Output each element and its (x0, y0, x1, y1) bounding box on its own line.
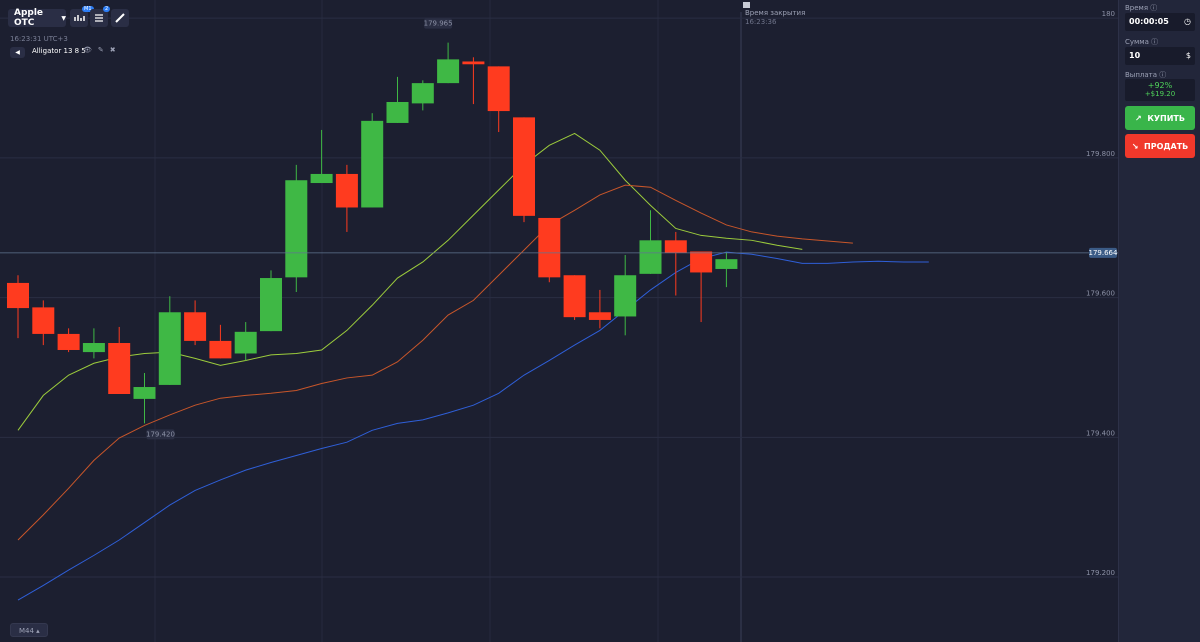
text: 10 (1129, 51, 1141, 60)
asset-name: Apple OTC (14, 8, 44, 28)
candle-body (614, 275, 637, 317)
y-tick-label: 179.400 (1086, 429, 1115, 437)
alligator-line (17, 251, 929, 601)
candle-body (133, 387, 156, 399)
current-price-label-bg (1089, 247, 1117, 258)
candle-body (538, 217, 561, 278)
trade-panel: Время ⓘ 00:00:05 ◷ Сумма ⓘ 10 $ Выплата ⓘ … (1118, 0, 1200, 642)
text: КУПИТЬ (1147, 113, 1185, 123)
amount-input[interactable]: 10 $ (1125, 47, 1195, 65)
candle-body (664, 240, 687, 253)
text: Выплата (1125, 71, 1158, 79)
candle-body (32, 307, 55, 334)
chart-type-button[interactable] (70, 9, 88, 27)
payout-amount: +$19.20 (1144, 90, 1176, 98)
y-tick-label: 179.800 (1086, 150, 1115, 158)
candle-body (715, 259, 738, 269)
icon (115, 13, 125, 23)
candle-body (285, 180, 308, 278)
text: Время (1125, 4, 1149, 12)
candle-body (57, 333, 80, 350)
expiry-time: 16:23:36 (745, 18, 777, 26)
max-label: 179.965 (424, 20, 453, 28)
indicator-name: Alligator 13 8 5 (32, 47, 86, 55)
candle-body (108, 343, 131, 395)
y-tick-label: 180 (1102, 10, 1115, 18)
icon (95, 14, 103, 22)
expiry-flag (743, 2, 750, 8)
candle-body (487, 66, 510, 112)
candle-body (234, 331, 257, 354)
timeframe: M44 (19, 627, 34, 635)
current-price-label: 179.664 (1089, 249, 1118, 257)
buy-button[interactable]: ↗ КУПИТЬ (1125, 106, 1195, 130)
text: ПРОДАТЬ (1144, 141, 1189, 151)
clock-icon: ◷ (1184, 17, 1191, 26)
y-tick-label: 179.200 (1086, 569, 1115, 577)
candle-body (462, 61, 485, 65)
currency-icon: $ (1185, 51, 1191, 60)
candle-body (7, 282, 29, 309)
candle-body (260, 278, 282, 332)
candle-body (209, 340, 232, 359)
candle-body (184, 312, 207, 341)
asset-selector[interactable]: Apple OTC ▼ (8, 8, 66, 28)
candle-body (563, 275, 586, 318)
candle-body (335, 173, 358, 208)
time-input[interactable]: 00:00:05 ◷ (1125, 13, 1195, 31)
text: 00:00:05 (1129, 17, 1169, 26)
candle-body (82, 343, 105, 353)
candle-body (310, 173, 333, 184)
indicators-button[interactable] (90, 9, 108, 27)
candle-body (361, 120, 384, 208)
payout-percent: +92% (1147, 81, 1173, 90)
draw-button[interactable] (111, 9, 129, 27)
candle-body (639, 240, 662, 274)
text: Сумма (1125, 38, 1149, 46)
alligator-line (17, 132, 803, 431)
candle-body (386, 101, 409, 123)
payout-label: Выплата ⓘ (1125, 71, 1167, 79)
candle-body (690, 251, 713, 273)
max-label-bg (424, 18, 453, 29)
indicator-tools[interactable]: 👁✎✖ (83, 46, 122, 54)
y-tick-label: 179.600 (1086, 290, 1115, 298)
time-label: Время ⓘ (1125, 4, 1158, 12)
badge: 2 (103, 6, 111, 12)
amount-label: Сумма ⓘ (1125, 38, 1159, 46)
candle-body (411, 83, 434, 104)
badge: M1 (82, 6, 94, 12)
alligator-line (17, 184, 853, 541)
expiry-label: Время закрытия (745, 9, 805, 17)
timeframe-button[interactable]: M44 ▴ (10, 623, 48, 637)
payout-box: +92% +$19.20 (1125, 79, 1195, 101)
sell-button[interactable]: ↘ ПРОДАТЬ (1125, 134, 1195, 158)
server-time: 16:23:31 UTC+3 (10, 35, 68, 43)
candle-body (513, 117, 535, 216)
chart: Время закрытия 16:23:36 180 179.800 179.60… (0, 0, 1118, 642)
candle-body (437, 59, 460, 84)
collapse-button[interactable]: ◀ (10, 47, 25, 58)
candle-body (588, 312, 611, 320)
min-label-bg (146, 429, 175, 440)
caret: ▼ (61, 14, 66, 22)
min-label: 179.420 (146, 430, 175, 438)
icon (74, 15, 85, 21)
candle-body (158, 312, 181, 385)
